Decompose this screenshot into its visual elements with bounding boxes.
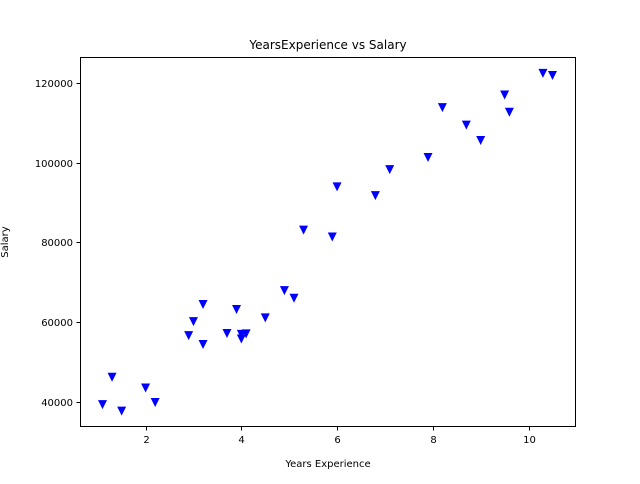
data-point (299, 225, 309, 235)
y-axis-ticks: 40000 60000 80000 100000 120000 (35, 79, 81, 409)
y-tick-label: 120000 (35, 79, 73, 90)
y-tick-label: 40000 (41, 398, 73, 409)
data-point (222, 328, 232, 338)
data-point (370, 191, 380, 201)
data-point (423, 153, 433, 163)
data-point (117, 406, 127, 416)
x-axis-ticks: 2 4 6 8 10 (143, 426, 536, 446)
data-point (538, 68, 548, 78)
points-layer (98, 68, 557, 416)
x-tick-label: 6 (334, 435, 340, 446)
y-axis-label: Salary (0, 226, 11, 257)
data-point (260, 313, 270, 323)
chart-title: YearsExperience vs Salary (248, 38, 406, 52)
data-point (461, 120, 471, 130)
x-axis-label: Years Experience (284, 459, 370, 470)
data-point (98, 400, 107, 410)
data-point (198, 300, 208, 310)
data-point (504, 107, 514, 117)
y-tick-label: 60000 (41, 318, 73, 329)
data-point (476, 135, 486, 145)
data-point (188, 317, 198, 327)
data-point (279, 286, 289, 296)
data-point (500, 90, 510, 100)
y-tick-label: 100000 (35, 159, 73, 170)
y-tick-label: 80000 (41, 238, 73, 249)
data-point (548, 70, 557, 80)
data-point (198, 339, 208, 349)
plot-frame (80, 57, 576, 427)
data-point (289, 293, 299, 303)
data-point (232, 304, 242, 314)
data-point (437, 103, 447, 113)
data-point (332, 182, 342, 192)
data-point (141, 383, 151, 393)
data-point (184, 331, 194, 341)
data-point (150, 397, 160, 407)
data-point (385, 165, 395, 175)
x-tick-label: 4 (238, 435, 244, 446)
x-tick-label: 2 (143, 435, 149, 446)
data-point (327, 232, 337, 242)
data-point (241, 329, 251, 339)
data-point (236, 334, 246, 344)
x-tick-label: 10 (523, 435, 536, 446)
data-point (107, 372, 117, 382)
x-tick-label: 8 (430, 435, 436, 446)
